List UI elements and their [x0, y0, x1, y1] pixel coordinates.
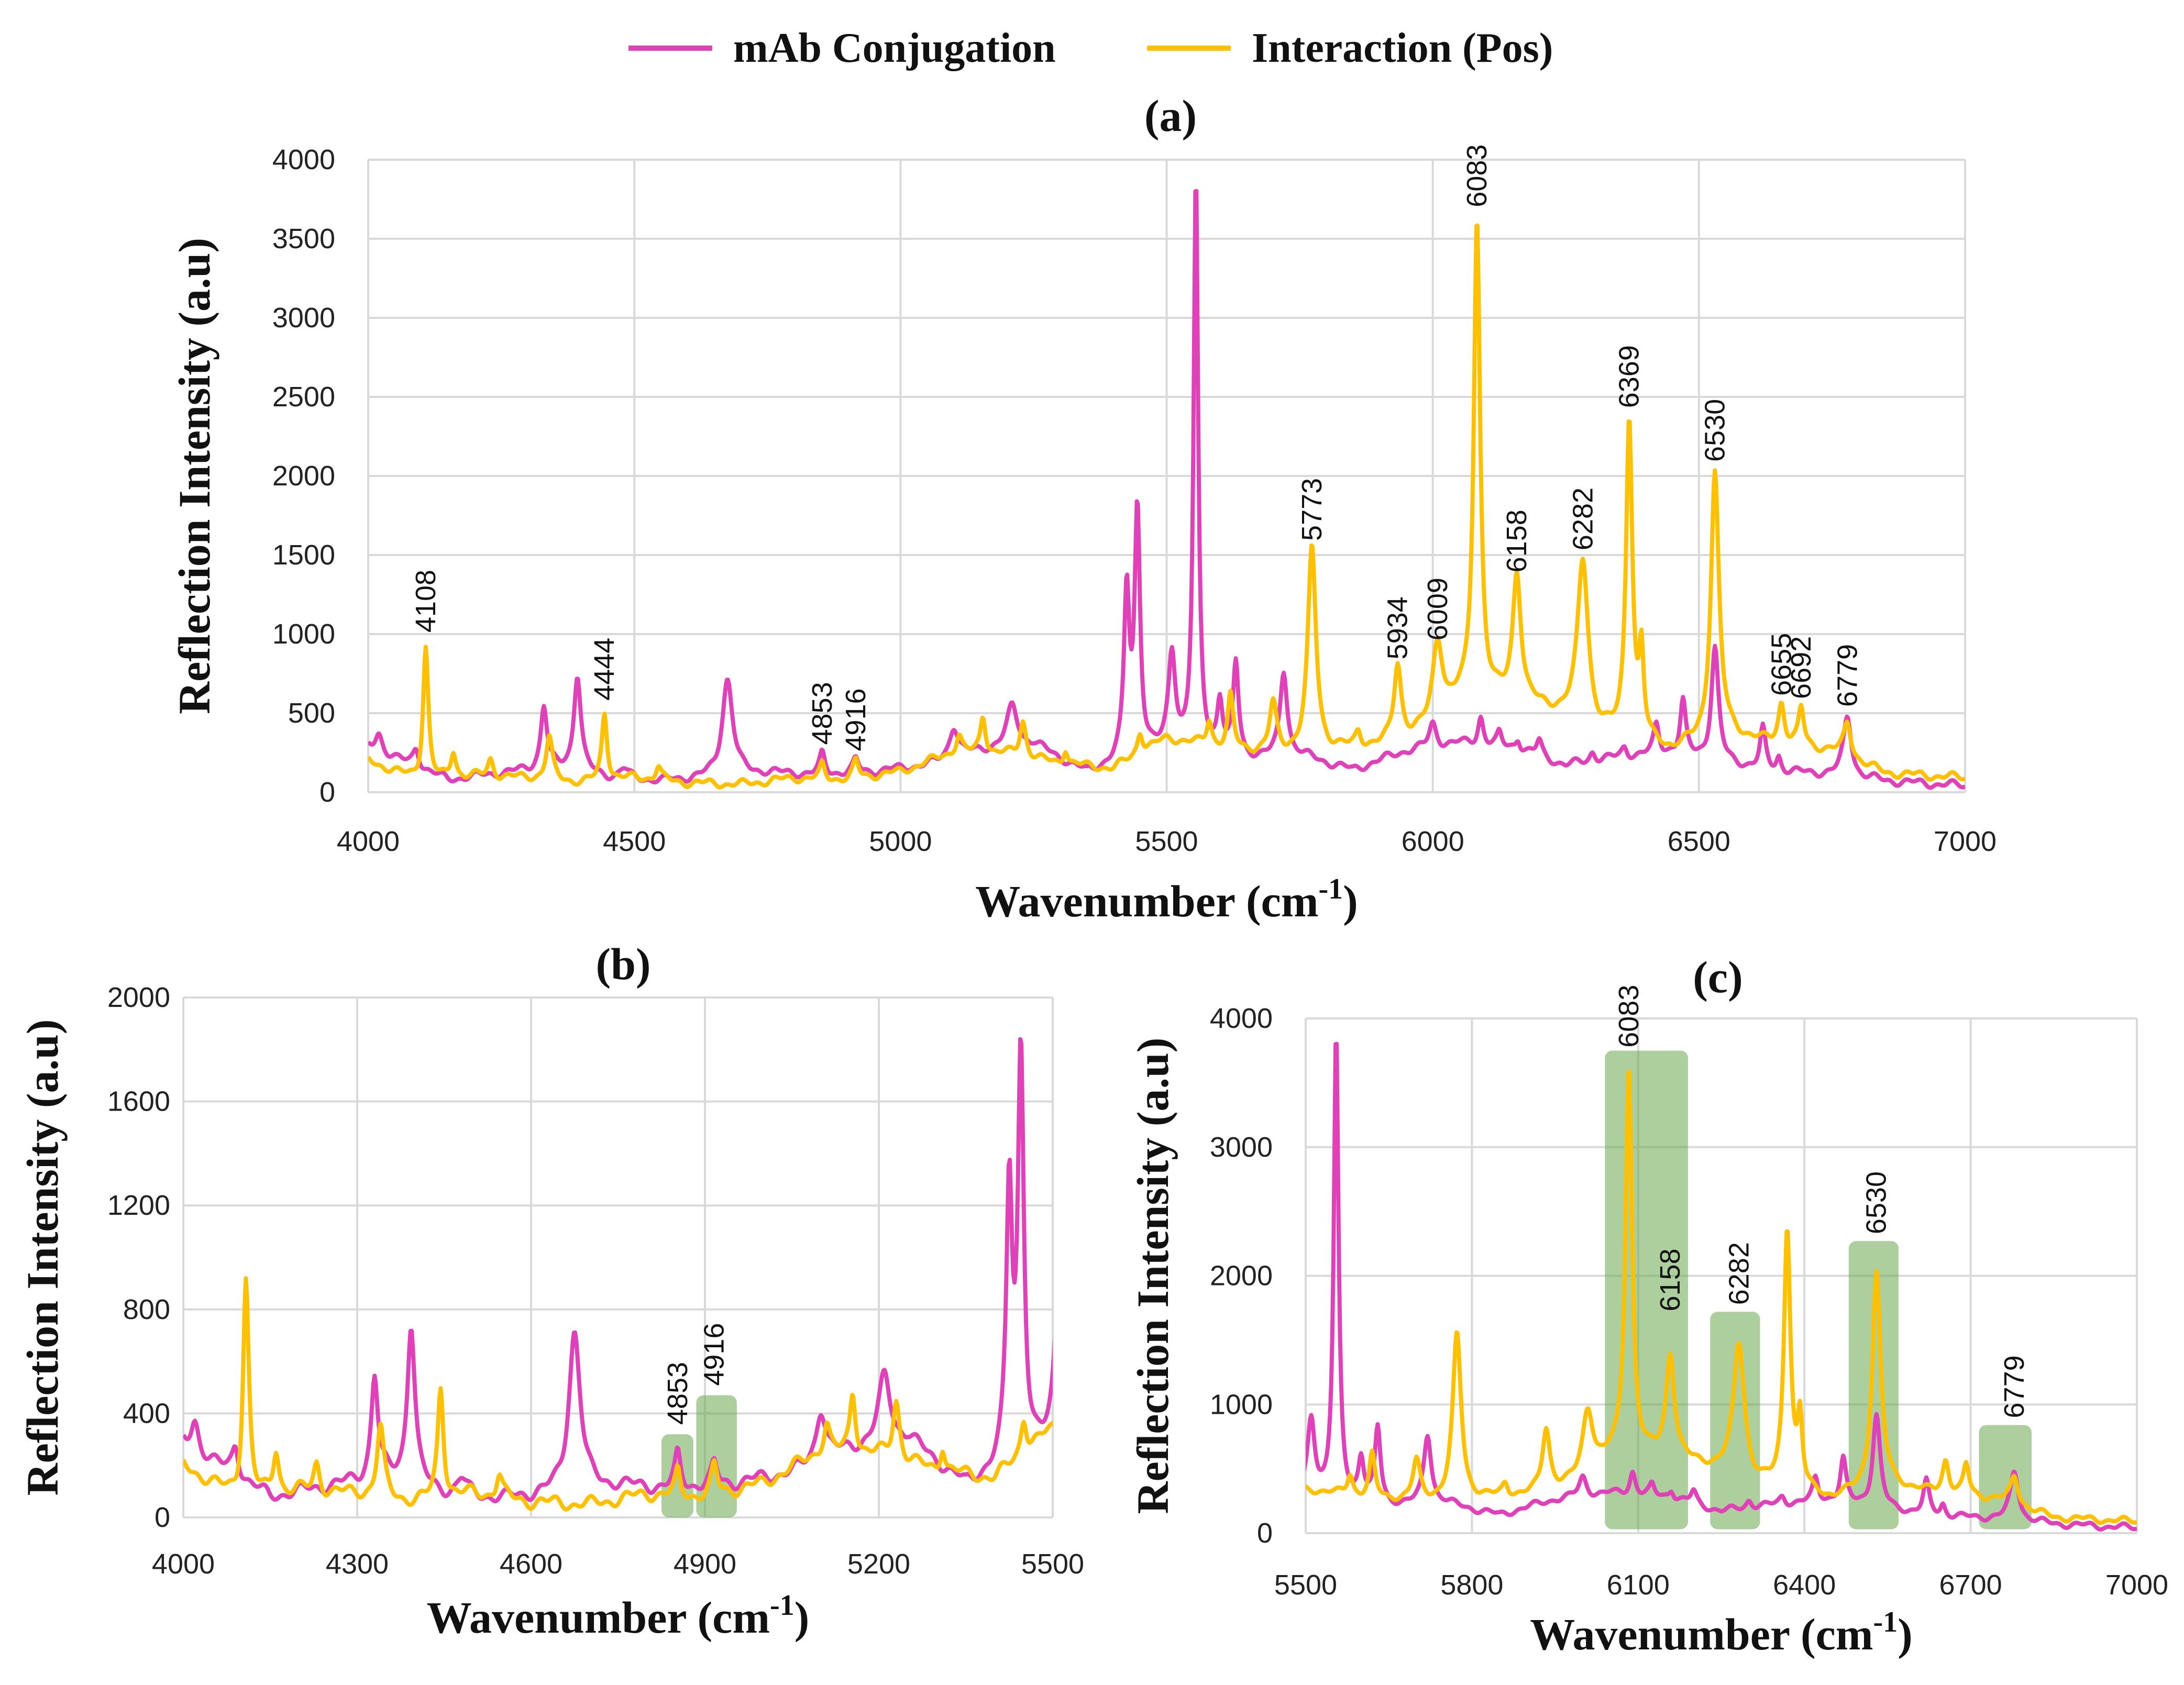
legend-label-interaction: Interaction (Pos): [1252, 25, 1553, 71]
peak-label: 6530: [1861, 1171, 1892, 1234]
y-tick-label: 2500: [272, 381, 335, 413]
peak-label: 6282: [1723, 1242, 1755, 1305]
x-tick-label: 6000: [1402, 826, 1464, 857]
x-axis-label: Wavenumber (cm-1): [427, 1589, 810, 1643]
y-tick-label: 4000: [272, 144, 335, 175]
peak-label: 6692: [1785, 636, 1817, 699]
x-tick-label: 4000: [152, 1548, 215, 1580]
x-tick-label: 4000: [337, 826, 400, 857]
y-tick-label: 0: [319, 777, 335, 808]
panel-title: (b): [595, 939, 650, 989]
series-line-interaction-pos: [368, 223, 1965, 790]
x-tick-label: 5000: [869, 826, 932, 857]
peak-label: 6779: [1832, 644, 1863, 707]
peak-label: 4108: [410, 570, 442, 633]
peak-label: 6655: [1766, 633, 1797, 696]
y-axis-label: Reflection Intensity (a.u): [1128, 1037, 1178, 1514]
peak-label: 6282: [1567, 487, 1598, 550]
series-line-mab-conjugation: [183, 1037, 1053, 1504]
x-tick-label: 4300: [326, 1548, 389, 1580]
panel-title: (a): [1144, 91, 1197, 141]
y-tick-label: 800: [123, 1294, 170, 1325]
y-tick-label: 500: [288, 697, 335, 729]
x-tick-label: 5500: [1021, 1548, 1084, 1580]
y-tick-label: 1200: [107, 1190, 170, 1221]
panel-title: (c): [1693, 952, 1742, 1002]
x-tick-label: 5800: [1440, 1569, 1503, 1601]
x-tick-label: 6400: [1773, 1569, 1836, 1601]
peak-label: 4444: [589, 638, 620, 701]
y-tick-label: 3000: [272, 302, 335, 334]
peak-label: 6083: [1461, 145, 1493, 207]
x-tick-label: 4500: [603, 826, 666, 857]
x-tick-label: 6700: [1939, 1569, 2002, 1601]
y-tick-label: 1500: [272, 539, 335, 571]
y-tick-label: 1000: [272, 618, 335, 650]
y-tick-label: 1000: [1210, 1389, 1273, 1420]
x-tick-label: 7000: [2105, 1569, 2168, 1601]
peak-label: 5773: [1296, 478, 1328, 541]
x-axis-label: Wavenumber (cm-1): [975, 873, 1358, 926]
y-tick-label: 4000: [1210, 1003, 1273, 1034]
series-line-interaction-pos: [1306, 1070, 2137, 1525]
y-tick-label: 2000: [107, 982, 170, 1013]
peak-label: 6158: [1654, 1248, 1686, 1311]
series-line-interaction-pos: [183, 1276, 1053, 1512]
peak-label: 6779: [1999, 1355, 2030, 1418]
peak-label: 5934: [1382, 596, 1414, 659]
y-tick-label: 1600: [107, 1086, 170, 1117]
peak-label: 6530: [1699, 399, 1730, 462]
y-tick-label: 3000: [1210, 1132, 1273, 1163]
y-tick-label: 3500: [272, 223, 335, 254]
series-line-mab-conjugation: [1306, 1041, 2137, 1532]
x-tick-label: 6500: [1668, 826, 1730, 857]
peak-label: 6158: [1501, 509, 1532, 572]
peak-label: 4853: [662, 1362, 693, 1425]
x-tick-label: 4600: [500, 1548, 562, 1580]
peak-label: 4916: [699, 1323, 730, 1386]
highlight-region: [1848, 1241, 1899, 1529]
panel-c-chart: 5500 5800 6100 6400 6700 7000 0 1000 2000 3000 400…: [1128, 952, 2168, 1659]
y-tick-label: 2000: [1210, 1260, 1273, 1292]
y-axis-label: Reflection Intensity (a.u): [17, 1019, 68, 1495]
legend: mAb Conjugation Interaction (Pos): [628, 25, 1553, 71]
x-tick-label: 4900: [674, 1548, 736, 1580]
peak-label: 6009: [1422, 578, 1453, 640]
x-tick-label: 6100: [1607, 1569, 1670, 1601]
y-axis-label: Reflection Intensity (a.u): [169, 238, 219, 714]
x-tick-label: 5500: [1135, 826, 1198, 857]
x-axis-label: Wavenumber (cm-1): [1530, 1606, 1913, 1659]
y-tick-label: 0: [1257, 1517, 1273, 1549]
y-tick-label: 0: [155, 1502, 170, 1533]
peak-label: 4916: [840, 688, 872, 751]
peak-label: 6369: [1614, 345, 1645, 408]
panel-a-chart: 4000 4500 5000 5500 6000 6500 7000 0 500 1000 1500…: [169, 91, 1997, 926]
y-tick-label: 2000: [272, 460, 335, 492]
y-tick-label: 400: [123, 1398, 170, 1429]
peak-label: 4853: [807, 682, 838, 745]
highlight-region: [1710, 1312, 1760, 1529]
x-tick-label: 7000: [1934, 826, 1997, 857]
panel-b-chart: 4000 4300 4600 4900 5200 5500 0 400 800 1200 1600 2…: [17, 939, 1084, 1643]
legend-label-mab: mAb Conjugation: [733, 25, 1056, 71]
peak-label: 6083: [1613, 985, 1645, 1048]
x-tick-label: 5500: [1274, 1569, 1337, 1601]
x-tick-label: 5200: [847, 1548, 910, 1580]
